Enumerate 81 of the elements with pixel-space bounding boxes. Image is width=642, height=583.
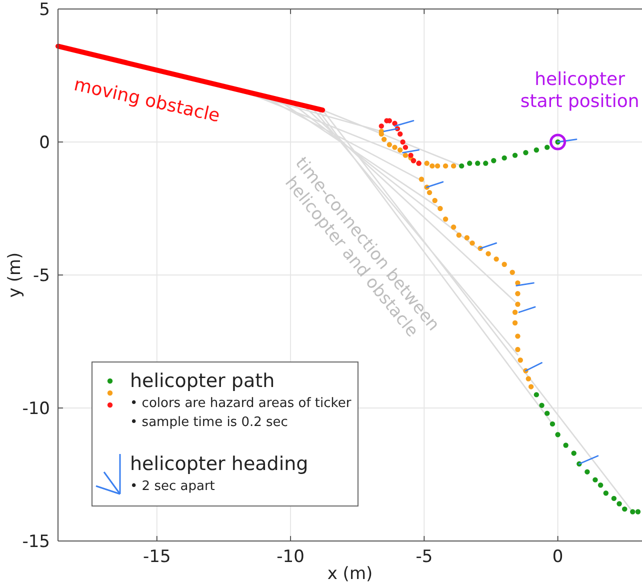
point bbox=[418, 176, 424, 182]
y-tick-label: 0 bbox=[39, 133, 50, 153]
point bbox=[392, 144, 398, 150]
point bbox=[438, 206, 443, 212]
point bbox=[534, 147, 540, 153]
point bbox=[635, 509, 641, 514]
x-axis-title: x (m) bbox=[327, 564, 373, 583]
annotation: • colors are hazard areas of ticker bbox=[130, 396, 352, 411]
point bbox=[402, 152, 408, 158]
point bbox=[467, 160, 472, 166]
point bbox=[598, 482, 604, 488]
annotation: • 2 sec apart bbox=[130, 479, 215, 494]
point bbox=[464, 235, 470, 240]
y-tick-label: -5 bbox=[33, 266, 50, 286]
point bbox=[512, 152, 518, 158]
point bbox=[486, 251, 491, 256]
point bbox=[470, 240, 475, 246]
annotation: helicopter start position bbox=[520, 69, 640, 112]
point bbox=[408, 152, 414, 158]
point bbox=[502, 155, 507, 161]
point bbox=[544, 144, 550, 150]
annotation: moving obstacle bbox=[72, 74, 222, 127]
point bbox=[515, 302, 520, 307]
legend-label: helicopter path bbox=[130, 370, 275, 392]
point bbox=[475, 160, 480, 166]
point bbox=[555, 432, 560, 438]
point bbox=[526, 376, 532, 382]
point bbox=[434, 163, 440, 169]
point bbox=[398, 131, 403, 137]
point bbox=[603, 490, 609, 496]
point bbox=[494, 256, 499, 262]
point bbox=[432, 198, 438, 204]
y-tick-label: -15 bbox=[22, 532, 50, 552]
point bbox=[523, 150, 528, 156]
y-tick-label: -10 bbox=[22, 399, 50, 419]
point bbox=[430, 163, 435, 169]
point bbox=[483, 160, 488, 166]
point bbox=[450, 224, 456, 230]
point bbox=[381, 136, 387, 142]
point bbox=[515, 346, 520, 352]
point bbox=[539, 402, 544, 408]
point bbox=[630, 509, 636, 514]
point bbox=[563, 442, 568, 448]
point bbox=[386, 142, 392, 148]
point bbox=[616, 501, 622, 506]
point bbox=[378, 123, 384, 129]
point bbox=[398, 147, 403, 153]
point bbox=[611, 496, 617, 502]
point bbox=[400, 139, 406, 145]
point bbox=[592, 477, 598, 482]
y-axis-title: y (m) bbox=[5, 252, 25, 298]
legend-label: helicopter heading bbox=[130, 453, 308, 475]
x-tick-label: -5 bbox=[416, 547, 433, 567]
point bbox=[518, 358, 523, 363]
point bbox=[510, 270, 515, 275]
annotation: • sample time is 0.2 sec bbox=[130, 415, 288, 430]
point bbox=[515, 291, 520, 296]
point bbox=[512, 310, 518, 315]
point bbox=[584, 469, 590, 474]
point bbox=[512, 320, 518, 326]
point bbox=[442, 163, 448, 169]
point bbox=[442, 216, 448, 222]
x-tick-label: 0 bbox=[552, 547, 564, 567]
point bbox=[458, 163, 464, 169]
x-tick-label: -15 bbox=[143, 547, 171, 567]
point bbox=[491, 158, 496, 164]
point bbox=[402, 144, 408, 150]
point bbox=[544, 410, 550, 416]
x-tick-label: -10 bbox=[276, 547, 304, 567]
point bbox=[550, 421, 556, 427]
point bbox=[424, 160, 430, 166]
point bbox=[515, 334, 520, 339]
point bbox=[502, 262, 507, 267]
point bbox=[571, 450, 576, 456]
y-tick-label: 5 bbox=[39, 0, 50, 20]
point bbox=[528, 384, 534, 390]
point bbox=[534, 392, 540, 398]
point bbox=[450, 163, 456, 169]
point bbox=[426, 190, 432, 196]
point bbox=[456, 232, 462, 238]
point bbox=[622, 506, 628, 512]
